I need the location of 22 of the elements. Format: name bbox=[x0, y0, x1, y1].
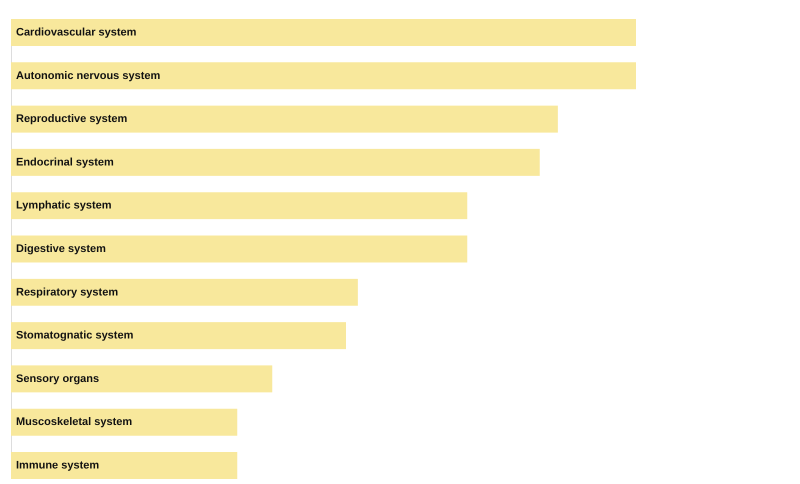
y-tick-label: Digestive system bbox=[16, 243, 106, 255]
bar bbox=[11, 278, 358, 306]
bar bbox=[11, 322, 346, 350]
bar bbox=[11, 236, 468, 262]
bar bbox=[11, 62, 636, 90]
y-tick-label: Endocrinal system bbox=[16, 156, 114, 168]
y-tick-label: Sensory organs bbox=[16, 372, 100, 385]
bar bbox=[11, 365, 272, 392]
y-tick-label: Cardiovascular system bbox=[16, 26, 137, 38]
bar bbox=[11, 19, 636, 46]
bar bbox=[11, 148, 540, 176]
y-tick-label: Lymphatic system bbox=[16, 200, 112, 212]
y-tick-label: Muscoskeletal system bbox=[16, 416, 132, 428]
y-tick-label: Autonomic nervous system bbox=[16, 70, 160, 82]
bar bbox=[11, 192, 468, 220]
bar bbox=[11, 408, 238, 436]
bar bbox=[11, 452, 238, 479]
y-tick-label: Stomatognatic system bbox=[16, 330, 134, 342]
y-tick-label: Respiratory system bbox=[16, 286, 118, 298]
y-tick-label: Immune system bbox=[16, 460, 100, 472]
y-tick-label: Reproductive system bbox=[16, 113, 128, 126]
bar bbox=[11, 106, 558, 133]
